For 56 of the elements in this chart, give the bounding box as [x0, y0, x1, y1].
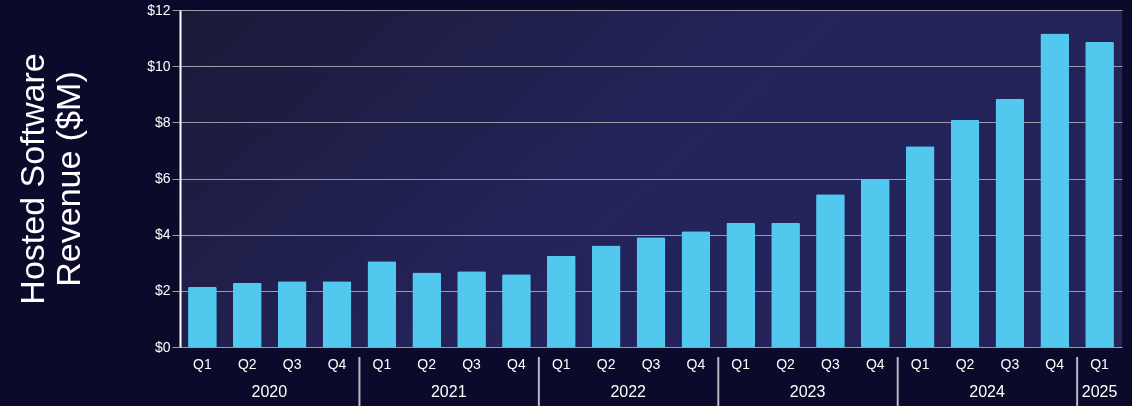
- bar: [188, 286, 217, 347]
- bar: [860, 179, 890, 347]
- text: 2023: [789, 383, 826, 400]
- bar: [277, 281, 307, 347]
- bar: [905, 146, 935, 347]
- x-tick-label: Q1: [1090, 356, 1110, 372]
- bar: [1040, 33, 1070, 347]
- text: 2022: [610, 383, 647, 400]
- bar: [771, 222, 800, 347]
- text: 2020: [251, 383, 288, 400]
- bar: [1085, 42, 1114, 347]
- bar: [367, 261, 397, 347]
- bar: [726, 222, 756, 347]
- x-tick-label: Q2: [237, 356, 257, 372]
- x-tick-label: Q2: [596, 356, 616, 372]
- x-tick-label: Q3: [282, 356, 302, 372]
- y-tick-label: $0: [154, 338, 171, 355]
- x-tick-label: Q2: [417, 356, 437, 372]
- x-tick-label: Q4: [865, 356, 885, 372]
- x-tick-label: Q1: [193, 356, 212, 372]
- x-tick-label: Q3: [462, 356, 482, 372]
- text: 2021: [430, 383, 467, 400]
- bar: [816, 194, 845, 347]
- x-tick-label: Q2: [776, 356, 796, 372]
- y-tick-label: $6: [154, 170, 171, 186]
- bar: [995, 99, 1025, 347]
- x-tick-label: Q1: [372, 356, 392, 372]
- y-axis-title: Hosted Software Revenue ($M): [13, 53, 88, 305]
- bar: [546, 255, 576, 347]
- x-tick-label: Q3: [821, 356, 840, 372]
- bar: [591, 245, 621, 347]
- bar: [412, 272, 442, 347]
- bar: [681, 231, 711, 347]
- y-tick-label: $12: [147, 1, 171, 18]
- bar: [502, 274, 531, 347]
- bar: [322, 281, 352, 347]
- x-tick-label: Q1: [731, 356, 751, 372]
- bar: [950, 120, 980, 347]
- x-tick-label: Q3: [1000, 356, 1020, 372]
- y-tick-label: $2: [154, 282, 171, 299]
- bar: [457, 271, 486, 347]
- y-tick-label: $8: [154, 113, 171, 130]
- x-tick-label: Q4: [507, 356, 526, 372]
- x-tick-label: Q2: [955, 356, 975, 372]
- x-tick-label: Q4: [1045, 356, 1065, 372]
- x-tick-label: Q1: [910, 356, 930, 372]
- bar: [636, 237, 666, 347]
- x-tick-label: Q4: [327, 356, 347, 372]
- y-tick-label: $4: [154, 226, 171, 243]
- bar: [232, 282, 262, 347]
- text: 2024: [969, 383, 1005, 400]
- x-tick-label: Q1: [551, 356, 571, 372]
- text: 2025: [1081, 383, 1118, 400]
- x-tick-label: Q4: [686, 356, 706, 372]
- x-tick-label: Q3: [641, 356, 661, 372]
- y-tick-label: $10: [147, 57, 171, 74]
